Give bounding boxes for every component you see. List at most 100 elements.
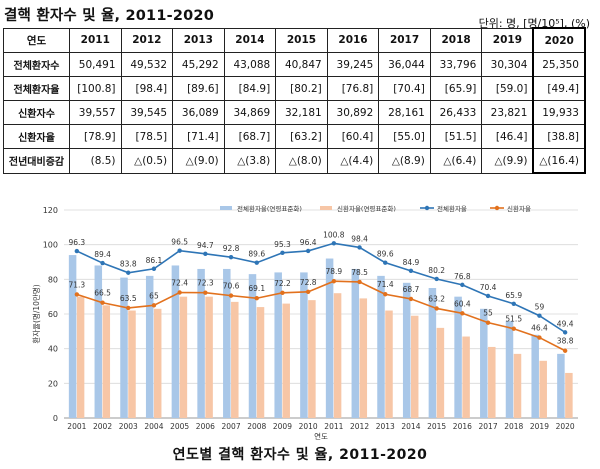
data-point xyxy=(460,311,465,316)
bar xyxy=(205,296,213,418)
data-point xyxy=(126,305,131,311)
table-cell: [100.8] xyxy=(69,76,122,101)
x-axis-title: 연도 xyxy=(314,432,328,440)
table-cell: △(9.9) xyxy=(481,148,534,174)
data-point xyxy=(485,293,491,299)
data-label: 72.2 xyxy=(274,279,291,288)
table-cell: [70.4] xyxy=(378,76,431,101)
table-cell: 40,847 xyxy=(275,52,328,77)
bar xyxy=(300,272,308,418)
data-point xyxy=(357,279,362,285)
x-tick-label: 2013 xyxy=(376,422,395,431)
table-cell: [59.0] xyxy=(481,76,534,101)
legend-label: 신환자율(연령표준화) xyxy=(337,204,396,213)
bar xyxy=(359,298,368,418)
data-label: 46.4 xyxy=(531,324,548,333)
table-cell: △(3.8) xyxy=(223,148,277,174)
bar xyxy=(505,320,514,418)
bar xyxy=(351,268,360,418)
table-cell: 28,161 xyxy=(378,100,431,125)
table-cell: [60.4] xyxy=(326,124,380,149)
data-label: 60.4 xyxy=(454,299,471,308)
bar xyxy=(488,346,496,418)
bar xyxy=(256,307,265,418)
x-tick-label: 2011 xyxy=(324,422,343,431)
table-cell: △(16.4) xyxy=(532,148,586,174)
data-point xyxy=(151,266,157,271)
bar xyxy=(480,308,488,418)
x-tick-label: 2005 xyxy=(170,422,189,431)
data-point xyxy=(100,300,105,305)
data-point xyxy=(331,241,337,246)
y-tick-label: 80 xyxy=(48,275,58,284)
series-line xyxy=(76,280,566,352)
table-cell: [78.9] xyxy=(69,124,122,149)
data-point xyxy=(511,301,516,306)
table-cell: △(8.9) xyxy=(378,148,431,174)
table-cell: 50,491 xyxy=(69,52,122,77)
y-tick-label: 20 xyxy=(48,379,58,388)
data-point xyxy=(434,306,439,311)
data-point xyxy=(562,348,568,353)
table-cell: 39,545 xyxy=(120,100,174,125)
data-label: 89.6 xyxy=(248,250,265,259)
bar xyxy=(76,296,85,418)
data-label: 95.3 xyxy=(274,240,291,249)
bar xyxy=(94,265,103,418)
x-tick-label: 2012 xyxy=(350,422,369,431)
table-cell: [68.7] xyxy=(223,124,277,149)
x-tick-label: 2001 xyxy=(67,422,86,431)
data-label: 71.3 xyxy=(68,280,85,289)
table-cell: 25,350 xyxy=(532,52,586,77)
data-point xyxy=(460,282,465,288)
data-point xyxy=(511,326,516,331)
bar xyxy=(531,334,539,418)
data-label: 68.7 xyxy=(403,285,420,294)
data-label: 98.4 xyxy=(351,234,368,243)
data-label: 51.5 xyxy=(505,315,522,324)
data-point xyxy=(280,250,285,256)
table-cell: [51.5] xyxy=(429,124,483,149)
bar xyxy=(513,353,522,418)
table-cell: 45,292 xyxy=(172,52,225,77)
data-label: 94.7 xyxy=(197,241,214,250)
bar xyxy=(120,277,128,418)
table-row: 신환자수 39,557 39,545 36,089 34,869 32,181 … xyxy=(3,100,586,125)
data-point xyxy=(177,290,182,295)
data-point xyxy=(177,248,182,253)
data-point xyxy=(485,320,491,325)
table-header-cell: 2019 xyxy=(481,27,534,53)
table-header-cell: 2014 xyxy=(223,27,277,53)
table-cell: △(0.5) xyxy=(120,148,174,174)
bar xyxy=(282,303,290,418)
x-tick-label: 2006 xyxy=(196,422,215,431)
y-axis-title: 환자율(명/10만명) xyxy=(31,284,41,343)
data-label: 63.2 xyxy=(428,294,445,303)
table-row: 신환자율 [78.9] [78.5] [71.4] [68.7] [63.2] … xyxy=(3,124,586,149)
bar xyxy=(377,275,385,418)
row-label: 전체환자율 xyxy=(3,76,70,101)
data-point xyxy=(537,313,542,318)
table-header-cell: 2016 xyxy=(326,27,380,53)
data-label: 63.5 xyxy=(120,294,137,303)
bar xyxy=(428,288,437,418)
legend-marker xyxy=(494,205,500,211)
table-cell: [55.0] xyxy=(378,124,431,149)
table-cell: [63.2] xyxy=(275,124,328,149)
table-cell: 32,181 xyxy=(275,100,328,125)
data-label: 96.4 xyxy=(300,238,317,247)
data-label: 72.8 xyxy=(300,278,317,287)
x-tick-label: 2009 xyxy=(273,422,292,431)
bar xyxy=(539,360,547,418)
table-row: 전체환자율 [100.8] [98.4] [89.6] [84.9] [80.2… xyxy=(3,76,586,101)
data-label: 96.5 xyxy=(171,238,188,247)
data-point xyxy=(203,290,208,295)
x-tick-label: 2016 xyxy=(453,422,472,431)
bar xyxy=(565,372,573,418)
table-cell: 23,821 xyxy=(481,100,534,125)
table-cell: 33,796 xyxy=(429,52,483,77)
figure-caption: 연도별 결핵 환자수 및 율, 2011-2020 xyxy=(172,447,428,463)
bar xyxy=(231,301,239,418)
data-label: 78.9 xyxy=(325,267,342,276)
data-label: 84.9 xyxy=(403,258,420,267)
